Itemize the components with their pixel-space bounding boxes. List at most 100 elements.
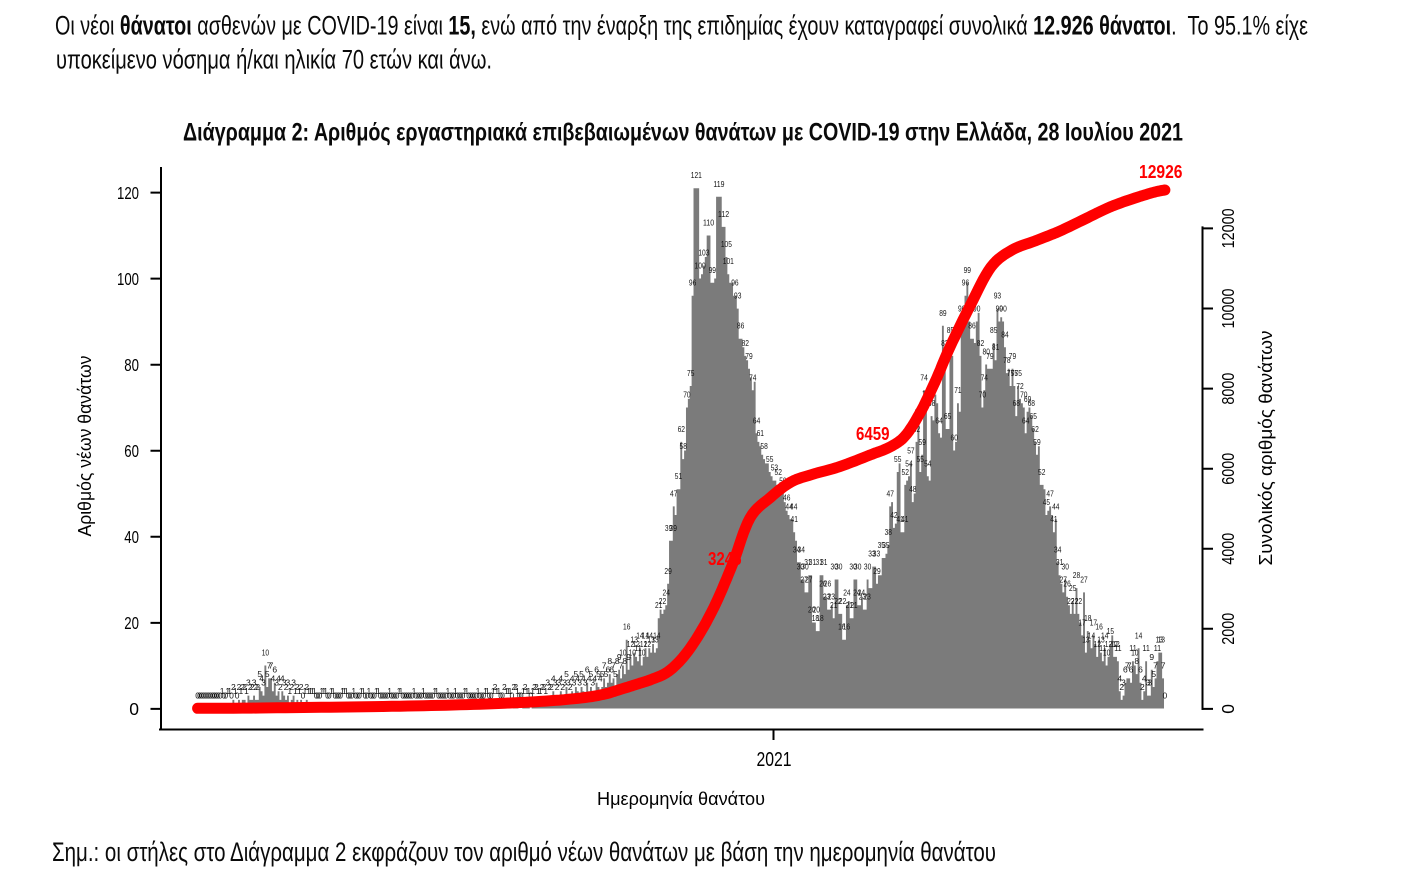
svg-text:85: 85 <box>947 325 955 335</box>
svg-text:21: 21 <box>846 600 854 610</box>
svg-text:14: 14 <box>1088 630 1096 640</box>
svg-text:58: 58 <box>760 441 768 451</box>
svg-text:22: 22 <box>659 596 667 606</box>
svg-text:0: 0 <box>353 691 358 701</box>
svg-text:2: 2 <box>493 682 498 692</box>
svg-text:86: 86 <box>968 321 976 331</box>
svg-text:3: 3 <box>291 678 296 688</box>
svg-text:3: 3 <box>557 678 562 688</box>
svg-text:3: 3 <box>274 678 279 688</box>
svg-text:0: 0 <box>365 691 370 701</box>
svg-text:1: 1 <box>485 686 490 696</box>
svg-text:2: 2 <box>560 682 565 692</box>
svg-text:0: 0 <box>391 691 396 701</box>
svg-text:68: 68 <box>928 398 936 408</box>
svg-text:60: 60 <box>951 433 959 443</box>
svg-text:75: 75 <box>1007 368 1015 378</box>
svg-text:65: 65 <box>1030 411 1038 421</box>
svg-text:3: 3 <box>1148 678 1153 688</box>
svg-text:31: 31 <box>809 557 817 567</box>
svg-text:30: 30 <box>849 562 857 572</box>
svg-text:3: 3 <box>1121 678 1126 688</box>
svg-text:8: 8 <box>1134 656 1139 666</box>
svg-text:34: 34 <box>798 544 806 554</box>
svg-text:10000: 10000 <box>1218 288 1238 328</box>
svg-text:0: 0 <box>216 691 221 701</box>
svg-text:74: 74 <box>749 372 757 382</box>
svg-text:47: 47 <box>1046 488 1054 498</box>
svg-text:70: 70 <box>683 390 691 400</box>
svg-text:5: 5 <box>257 669 262 679</box>
svg-text:1: 1 <box>312 686 317 696</box>
svg-text:10: 10 <box>1131 648 1139 658</box>
svg-text:4000: 4000 <box>1218 532 1238 564</box>
svg-text:1: 1 <box>504 686 509 696</box>
svg-text:ενώ από την έναρξη της επιδημί: ενώ από την έναρξη της επιδημίας έχουν κ… <box>481 10 1027 41</box>
svg-text:14: 14 <box>636 630 644 640</box>
svg-text:45: 45 <box>1043 497 1051 507</box>
svg-text:5: 5 <box>589 669 594 679</box>
svg-text:11: 11 <box>1114 643 1122 653</box>
svg-text:0: 0 <box>400 691 405 701</box>
svg-text:0: 0 <box>207 691 212 701</box>
svg-text:96: 96 <box>689 278 697 288</box>
svg-text:0: 0 <box>195 691 200 701</box>
svg-text:7: 7 <box>1125 660 1130 670</box>
svg-text:1: 1 <box>483 686 488 696</box>
svg-text:0: 0 <box>444 691 449 701</box>
svg-text:10: 10 <box>619 648 627 658</box>
svg-text:0: 0 <box>429 691 434 701</box>
svg-text:101: 101 <box>723 256 734 266</box>
svg-text:0: 0 <box>218 691 223 701</box>
svg-text:0: 0 <box>438 691 443 701</box>
svg-text:10: 10 <box>262 648 270 658</box>
svg-text:6000: 6000 <box>1218 452 1238 484</box>
svg-text:22: 22 <box>1067 596 1075 606</box>
svg-text:5: 5 <box>600 669 605 679</box>
svg-text:4: 4 <box>271 673 276 683</box>
svg-text:0: 0 <box>301 691 306 701</box>
svg-text:0: 0 <box>406 691 411 701</box>
svg-text:5: 5 <box>574 669 579 679</box>
svg-text:27: 27 <box>800 574 808 584</box>
svg-text:75: 75 <box>1011 368 1019 378</box>
svg-text:13: 13 <box>1097 635 1105 645</box>
svg-text:0: 0 <box>500 691 505 701</box>
svg-text:13: 13 <box>1158 635 1166 645</box>
svg-text:39: 39 <box>670 523 678 533</box>
svg-text:23: 23 <box>863 592 871 602</box>
svg-text:0: 0 <box>212 691 217 701</box>
svg-text:60: 60 <box>124 441 139 461</box>
svg-text:2: 2 <box>542 682 547 692</box>
svg-text:21: 21 <box>655 600 663 610</box>
svg-text:21: 21 <box>850 600 858 610</box>
svg-text:2: 2 <box>250 682 255 692</box>
svg-text:7: 7 <box>1161 660 1166 670</box>
svg-text:75: 75 <box>1015 368 1023 378</box>
svg-text:1: 1 <box>536 686 541 696</box>
svg-text:16: 16 <box>838 622 846 632</box>
svg-text:4: 4 <box>581 673 586 683</box>
svg-text:5: 5 <box>613 669 618 679</box>
svg-text:31: 31 <box>1056 557 1064 567</box>
svg-text:65: 65 <box>944 411 952 421</box>
svg-text:0: 0 <box>468 691 473 701</box>
svg-text:0: 0 <box>459 691 464 701</box>
svg-text:3: 3 <box>261 678 266 688</box>
svg-text:1: 1 <box>491 686 496 696</box>
svg-text:71: 71 <box>954 385 962 395</box>
svg-text:2: 2 <box>532 682 537 692</box>
svg-text:0: 0 <box>427 691 432 701</box>
svg-text:1: 1 <box>525 686 530 696</box>
svg-text:1: 1 <box>329 686 334 696</box>
svg-text:61: 61 <box>757 428 765 438</box>
svg-text:0: 0 <box>440 691 445 701</box>
svg-text:26: 26 <box>1063 579 1071 589</box>
svg-text:13: 13 <box>648 635 656 645</box>
svg-text:0: 0 <box>222 691 227 701</box>
svg-text:33: 33 <box>873 549 881 559</box>
svg-text:11: 11 <box>1099 643 1107 653</box>
svg-text:5: 5 <box>579 669 584 679</box>
svg-text:57: 57 <box>907 445 915 455</box>
svg-text:12000: 12000 <box>1218 208 1238 248</box>
